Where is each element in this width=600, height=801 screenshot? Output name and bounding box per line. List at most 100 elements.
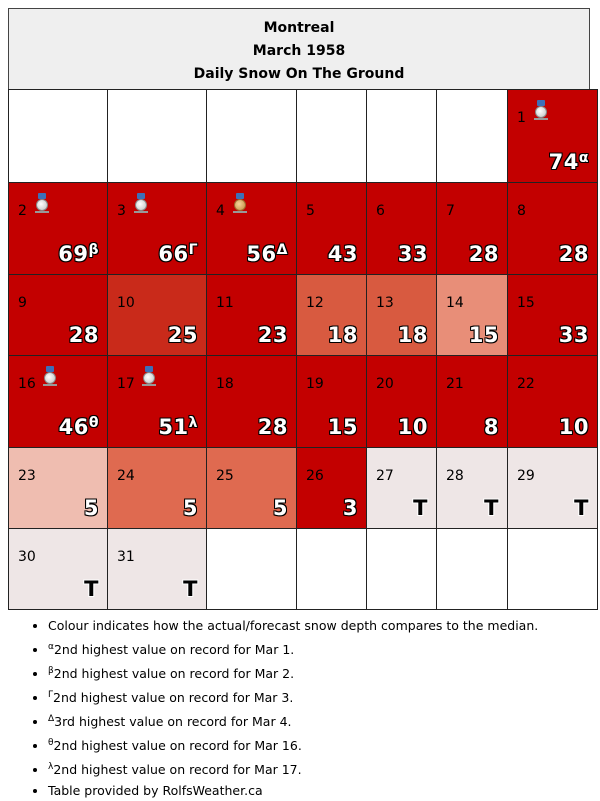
snow-depth-value: 8 (483, 415, 499, 439)
day-cell-26: 26 3 (296, 447, 367, 529)
day-cell-6: 6 33 (366, 182, 437, 275)
day-cell-8: 8 28 (507, 182, 598, 275)
day-cell-11: 11 23 (206, 274, 297, 356)
day-cell-28: 28 T (436, 447, 508, 529)
day-number: 4 (216, 203, 225, 219)
snow-depth-value: 56Δ (246, 242, 288, 266)
day-cell-2: 2 69β (8, 182, 108, 275)
day-number: 8 (517, 203, 526, 219)
record-footnote-marker: θ (88, 415, 99, 431)
calendar-week-row: 30 T 31 T (8, 528, 598, 610)
silver-medal-icon (534, 100, 548, 122)
footnote-item: α2nd highest value on record for Mar 1. (48, 637, 538, 661)
day-number: 11 (216, 295, 234, 311)
footnote-text: 3rd highest value on record for Mar 4. (54, 713, 292, 729)
record-footnote-marker: α (578, 150, 589, 166)
empty-day-cell (296, 89, 367, 183)
empty-day-cell (436, 89, 508, 183)
day-number: 21 (446, 376, 464, 392)
bronze-medal-icon (233, 193, 247, 215)
footnote-marker: λ (48, 761, 54, 772)
day-cell-1: 1 74α (507, 89, 598, 183)
day-cell-18: 18 28 (206, 355, 297, 448)
footnote-item: Table provided by RolfsWeather.ca (48, 781, 538, 801)
day-cell-5: 5 43 (296, 182, 367, 275)
calendar-week-row: 9 28 10 25 11 23 12 18 13 18 14 15 15 33 (8, 274, 598, 356)
snow-depth-value: 18 (397, 323, 428, 347)
day-cell-31: 31 T (107, 528, 207, 610)
day-number: 19 (306, 376, 324, 392)
footnote-marker: α (48, 641, 54, 652)
empty-day-cell (206, 528, 297, 610)
footnote-text: Table provided by RolfsWeather.ca (48, 782, 263, 798)
snow-depth-value: 74α (548, 150, 589, 174)
day-cell-23: 23 5 (8, 447, 108, 529)
snow-depth-value: 28 (68, 323, 99, 347)
day-number: 3 (117, 203, 126, 219)
calendar-week-row: 16 46θ 17 51λ 18 28 19 15 20 10 21 8 22 10 (8, 355, 598, 448)
snow-depth-value: T (84, 577, 99, 601)
day-number: 22 (517, 376, 535, 392)
day-cell-12: 12 18 (296, 274, 367, 356)
day-number: 9 (18, 295, 27, 311)
month-title: March 1958 (252, 43, 346, 59)
silver-medal-icon (43, 366, 57, 388)
footnote-marker: β (48, 665, 54, 676)
day-number: 20 (376, 376, 394, 392)
snow-depth-value: 5 (182, 496, 198, 520)
footnote-text: 2nd highest value on record for Mar 17. (53, 761, 302, 777)
snow-depth-value: 10 (558, 415, 589, 439)
day-number: 15 (517, 295, 535, 311)
footnote-text: Colour indicates how the actual/forecast… (48, 618, 539, 633)
footnotes-list: Colour indicates how the actual/forecast… (28, 616, 538, 801)
day-number: 2 (18, 203, 27, 219)
footnote-item: Colour indicates how the actual/forecast… (48, 616, 538, 637)
day-cell-29: 29 T (507, 447, 598, 529)
empty-day-cell (366, 89, 437, 183)
day-cell-22: 22 10 (507, 355, 598, 448)
snow-depth-value: T (484, 496, 499, 520)
snow-depth-value: 10 (397, 415, 428, 439)
snow-depth-value: 15 (327, 415, 358, 439)
empty-day-cell (366, 528, 437, 610)
silver-medal-icon (142, 366, 156, 388)
day-cell-19: 19 15 (296, 355, 367, 448)
day-number: 26 (306, 468, 324, 484)
footnote-text: 2nd highest value on record for Mar 3. (53, 689, 294, 705)
day-cell-21: 21 8 (436, 355, 508, 448)
empty-day-cell (507, 528, 598, 610)
snow-depth-value: 51λ (158, 415, 198, 439)
day-cell-20: 20 10 (366, 355, 437, 448)
day-number: 23 (18, 468, 36, 484)
day-number: 6 (376, 203, 385, 219)
calendar-week-row: 23 5 24 5 25 5 26 3 27 T 28 T 29 T (8, 447, 598, 529)
snow-depth-value: 28 (257, 415, 288, 439)
day-number: 24 (117, 468, 135, 484)
footnote-item: λ2nd highest value on record for Mar 17. (48, 757, 538, 781)
day-cell-17: 17 51λ (107, 355, 207, 448)
day-cell-15: 15 33 (507, 274, 598, 356)
day-number: 25 (216, 468, 234, 484)
day-number: 18 (216, 376, 234, 392)
day-cell-27: 27 T (366, 447, 437, 529)
empty-day-cell (8, 89, 108, 183)
snow-depth-value: T (183, 577, 198, 601)
day-number: 14 (446, 295, 464, 311)
chart-subtitle: Daily Snow On The Ground (193, 66, 405, 82)
snow-depth-value: 25 (167, 323, 198, 347)
day-number: 31 (117, 549, 135, 565)
empty-day-cell (206, 89, 297, 183)
day-cell-3: 3 66Γ (107, 182, 207, 275)
day-cell-16: 16 46θ (8, 355, 108, 448)
empty-day-cell (296, 528, 367, 610)
footnote-marker: θ (48, 737, 54, 748)
empty-day-cell (436, 528, 508, 610)
day-number: 30 (18, 549, 36, 565)
city-title: Montreal (263, 20, 335, 36)
day-cell-4: 4 56Δ (206, 182, 297, 275)
day-number: 13 (376, 295, 394, 311)
day-number: 28 (446, 468, 464, 484)
silver-medal-icon (35, 193, 49, 215)
day-cell-14: 14 15 (436, 274, 508, 356)
day-number: 12 (306, 295, 324, 311)
